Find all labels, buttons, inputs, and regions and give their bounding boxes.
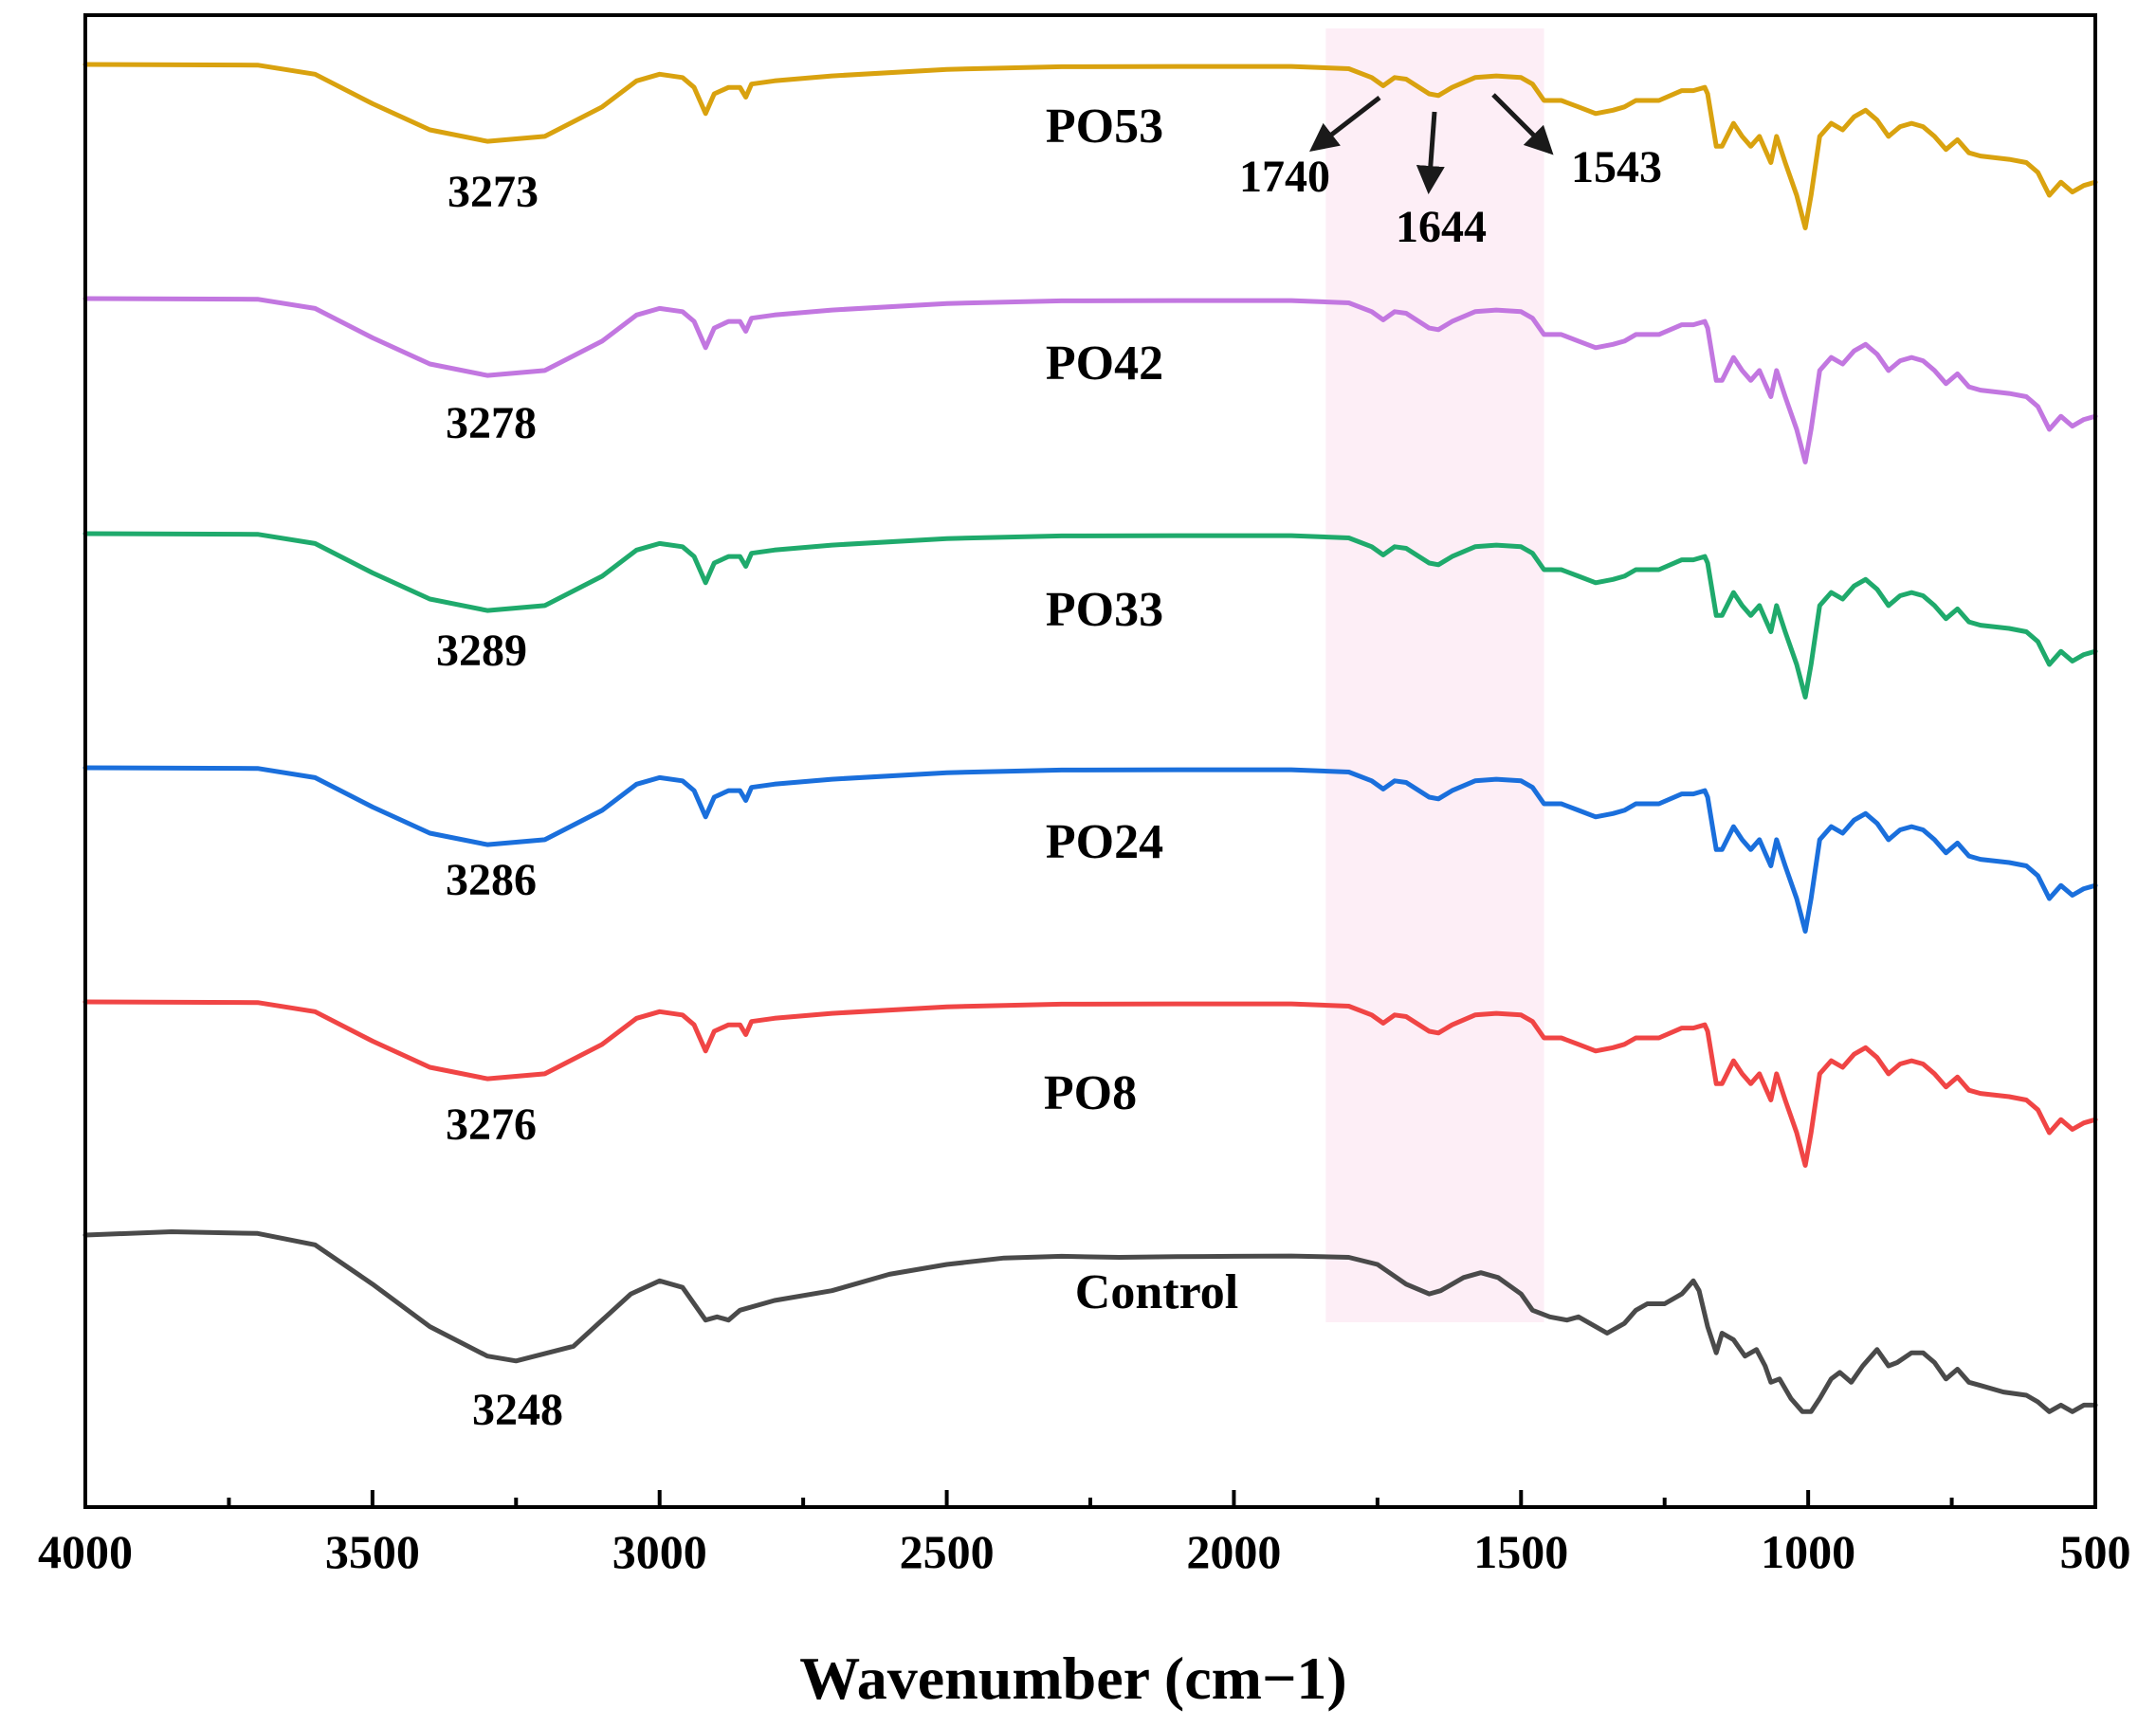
peak-label-control: 3248 xyxy=(472,1385,563,1435)
series-label-po33: PO33 xyxy=(1046,583,1163,637)
series-label-po53: PO53 xyxy=(1046,100,1163,154)
series-label-control: Control xyxy=(1075,1265,1238,1319)
series-label-layer: PO53 3273 PO42 3278 PO33 3289 PO24 3286 PO8 3276 C… xyxy=(436,100,1238,1435)
x-tick-label: 4000 xyxy=(38,1525,133,1578)
x-tick-label: 2000 xyxy=(1186,1525,1281,1578)
x-tick-label: 3500 xyxy=(325,1525,420,1578)
series-line-po24 xyxy=(82,765,2098,934)
annotation-label-1740: 1740 xyxy=(1239,152,1330,202)
series-layer xyxy=(82,62,2098,1414)
annotation-layer: 1740 1644 1543 xyxy=(1239,93,1662,252)
x-tick-label: 1500 xyxy=(1473,1525,1568,1578)
series-label-po24: PO24 xyxy=(1046,815,1163,869)
peak-label-po53: 3273 xyxy=(448,167,539,217)
x-tick-label: 3000 xyxy=(612,1525,707,1578)
peak-label-po33: 3289 xyxy=(436,626,527,676)
series-label-po8: PO8 xyxy=(1044,1066,1137,1120)
series-line-po8 xyxy=(82,999,2098,1168)
annotation-arrow-1543 xyxy=(1491,93,1554,155)
annotation-arrow-1740 xyxy=(1309,96,1381,153)
x-axis-label: Wavenumber (cm−1) xyxy=(799,1645,1346,1712)
axes: 4000 3500 3000 2500 2000 1500 1000 500 xyxy=(38,13,2131,1578)
series-line-control xyxy=(82,1229,2098,1414)
series-line-po53 xyxy=(82,62,2098,230)
x-tick-label: 2500 xyxy=(900,1525,995,1578)
peak-label-po24: 3286 xyxy=(446,855,537,905)
annotation-label-1644: 1644 xyxy=(1396,202,1487,252)
series-label-po42: PO42 xyxy=(1046,336,1163,391)
x-tick-label: 1000 xyxy=(1761,1525,1855,1578)
shaded-region xyxy=(1325,28,1544,1322)
peak-label-po42: 3278 xyxy=(446,398,537,448)
annotation-arrow-1644 xyxy=(1416,111,1445,194)
shaded-region-layer xyxy=(1325,28,1544,1322)
series-line-po42 xyxy=(82,296,2098,464)
x-tick-label: 500 xyxy=(2060,1525,2131,1578)
peak-label-po8: 3276 xyxy=(446,1100,537,1150)
series-line-po33 xyxy=(82,531,2098,700)
annotation-label-1543: 1543 xyxy=(1571,142,1662,192)
